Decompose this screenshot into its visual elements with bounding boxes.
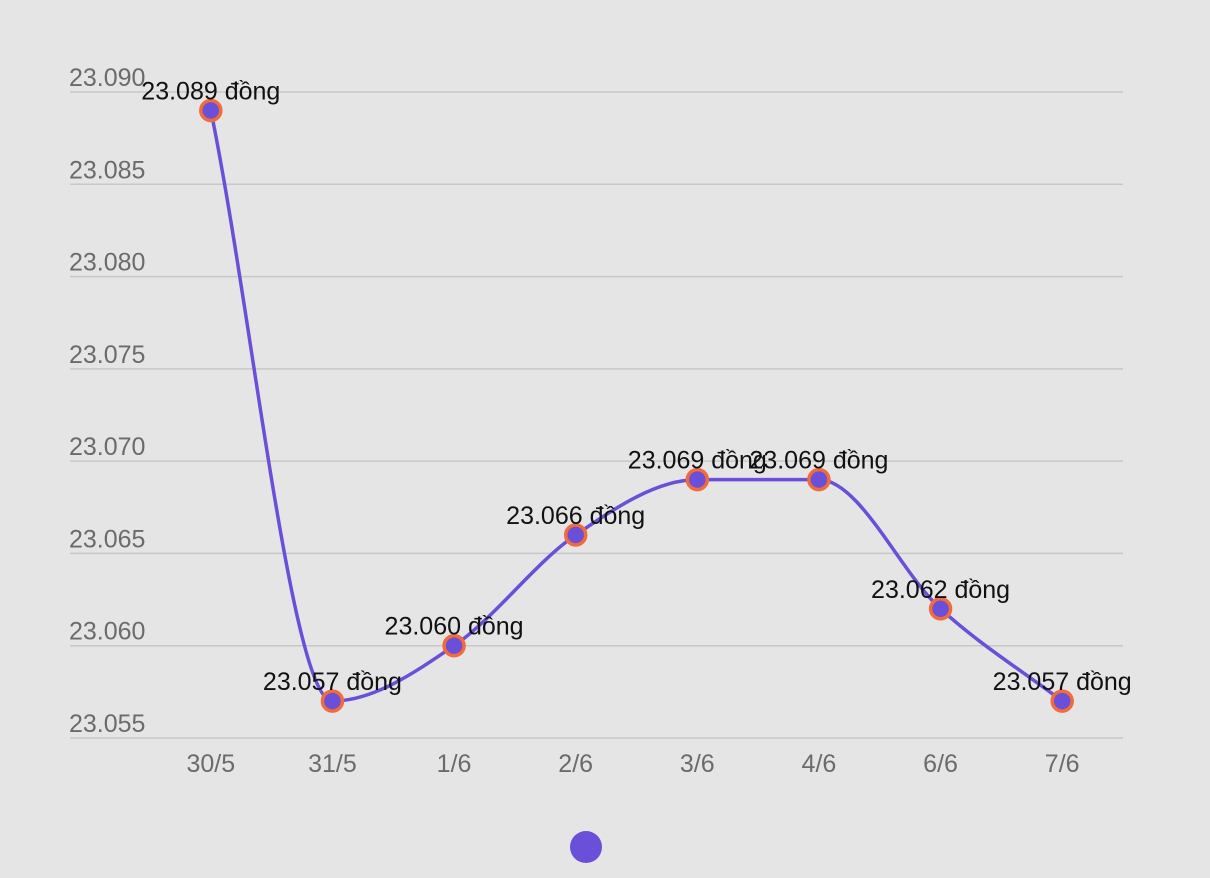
y-tick-label: 23.070	[69, 433, 145, 461]
y-tick-label: 23.065	[69, 525, 145, 553]
data-point	[807, 467, 831, 492]
data-point	[928, 597, 953, 621]
data-label: 23.089 đồng	[141, 77, 280, 105]
y-tick-label: 23.085	[69, 156, 145, 184]
data-label: 23.062 đồng	[871, 576, 1010, 604]
y-tick-label: 23.060	[69, 618, 145, 646]
y-axis-tick-labels: 23.055 23.060 23.065 23.070 23.075 23.080 23.0…	[69, 64, 145, 738]
y-tick-label: 23.055	[69, 710, 145, 738]
x-tick-label: 3/6	[680, 750, 715, 778]
x-tick-label: 31/5	[308, 750, 357, 778]
series-markers	[199, 98, 1074, 713]
data-label: 23.069 đồng	[628, 447, 767, 475]
x-tick-label: 2/6	[558, 750, 593, 778]
data-labels: 23.089 đồng 23.057 đồng 23.060 đồng 23.066 …	[141, 77, 1131, 696]
data-label: 23.057 đồng	[263, 668, 402, 696]
data-label: 23.069 đồng	[749, 447, 888, 475]
data-point	[685, 467, 710, 492]
y-tick-label: 23.090	[69, 64, 145, 92]
data-label: 23.060 đồng	[385, 613, 524, 641]
x-tick-label: 6/6	[923, 750, 958, 778]
y-tick-label: 23.080	[69, 249, 145, 277]
x-tick-label: 7/6	[1045, 750, 1080, 778]
data-point	[199, 98, 223, 123]
x-tick-label: 30/5	[186, 750, 235, 778]
data-point	[1050, 689, 1074, 713]
y-tick-label: 23.075	[69, 341, 145, 369]
data-point	[563, 523, 588, 547]
legend	[570, 831, 602, 863]
gridlines	[70, 91, 1123, 739]
data-point	[320, 689, 345, 713]
data-label: 23.066 đồng	[506, 502, 645, 530]
legend-marker	[570, 831, 602, 863]
x-axis-tick-labels: 30/5 31/5 1/6 2/6 3/6 4/6 6/6 7/6	[186, 750, 1079, 778]
data-point	[442, 633, 466, 658]
x-tick-label: 1/6	[437, 750, 472, 778]
data-label: 23.057 đồng	[993, 668, 1132, 696]
x-tick-label: 4/6	[802, 750, 837, 778]
